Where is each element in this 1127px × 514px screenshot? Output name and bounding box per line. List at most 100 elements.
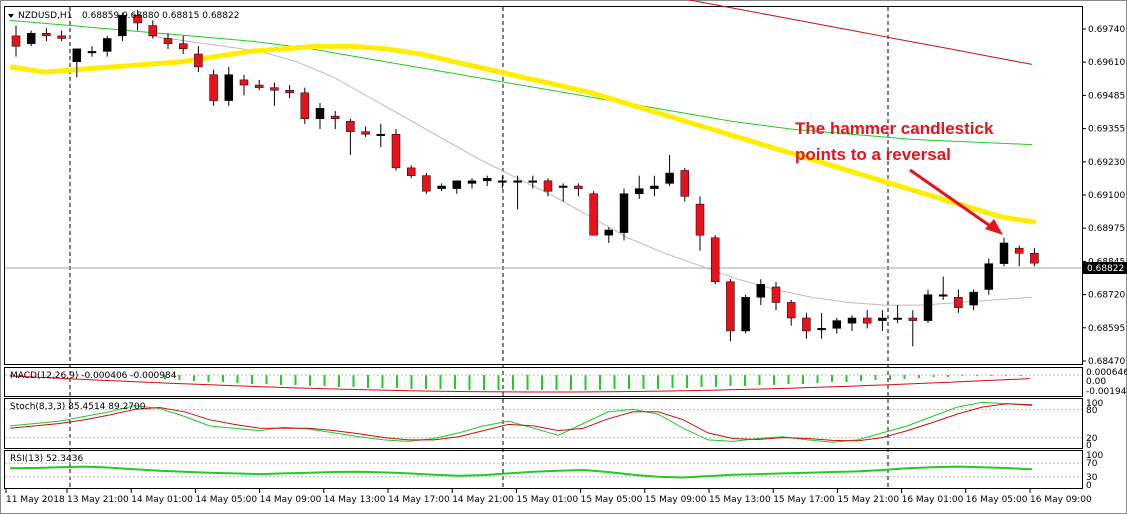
time-tick-label: 14 May 21:00 [452,495,514,505]
candle [589,191,598,236]
candle [239,74,249,96]
candle-body-bull [650,185,659,189]
rsi-tick-30: 30 [1086,473,1098,483]
candle [133,10,142,31]
macd-tick-zero: 0.00 [1086,377,1106,387]
time-tick-label: 11 May 2018 [6,495,65,505]
candle-body-bull [741,297,750,332]
rsi-line [9,465,1033,479]
candle-body-bear [786,302,796,319]
candle-body-bull [619,193,629,233]
candle-body-bull [817,328,826,331]
candle-body-bear [330,115,340,119]
candle-body-bull [969,291,978,306]
time-tick-label: 15 May 21:00 [837,495,899,505]
candle [802,312,811,339]
macd-indicator [5,374,1082,393]
candle-body-bear [209,74,218,101]
candle-body-bull [847,317,857,324]
candle [984,258,994,295]
candle [908,310,918,347]
candle [862,310,872,329]
candle-body-bear [42,33,51,37]
time-axis: 11 May 2018 13 May 21:00 14 May 01:00 14 Ma… [5,489,1092,505]
candle-body-bull [315,108,325,119]
candle [102,35,112,57]
candle [437,183,446,192]
candle-body-bull [938,294,948,297]
candle-body-bull [634,188,644,195]
candle [118,12,127,42]
main-panel [4,6,1083,365]
candle [346,118,355,155]
macd-label: MACD(12,26,9) -0.000406 -0.000984 [10,371,177,381]
candle [558,183,568,202]
ohlc-label: 0.68859 0.68880 0.68815 0.68822 [82,11,239,21]
candle [938,276,948,300]
stoch-d-line [9,403,1033,442]
candle [270,82,279,106]
rsi-indicator [5,462,1082,479]
candle [650,175,659,197]
time-tick-label: 14 May 01:00 [131,495,193,505]
current-price-value: 0.68822 [1087,264,1124,274]
candle-body-bear [270,87,279,91]
candle [87,46,97,57]
candle-body-bear [422,175,431,192]
candle [878,310,887,331]
candle-body-bull [893,317,902,320]
candle-body-bull [452,180,462,189]
ma-red-line [687,0,1033,65]
dropdown-triangle-icon[interactable] [8,14,14,18]
price-tick-label: 0.68720 [1088,291,1125,301]
time-tick-label: 14 May 17:00 [388,495,450,505]
candle-body-bear [163,38,173,44]
candle [726,279,735,342]
rsi-label: RSI(13) 52.3436 [10,454,83,464]
time-tick-label: 16 May 09:00 [1030,495,1092,505]
candle-body-bull [482,177,492,182]
ma-green-line [9,19,1033,146]
candle [710,235,720,285]
price-tick-label: 0.69100 [1088,191,1125,201]
candle [847,315,857,331]
candle-body-bear [771,286,781,303]
candle [376,123,386,148]
candle-body-bear [285,89,294,94]
candle [194,46,203,73]
candle [786,299,796,326]
candle-body-bear [300,92,310,119]
rsi-tick-100: 100 [1086,451,1103,461]
candle [482,175,492,186]
stoch-panel [4,398,1083,449]
price-tick-label: 0.68470 [1088,357,1125,367]
candle [285,85,294,98]
time-tick-label: 15 May 09:00 [645,495,707,505]
time-tick-label: 15 May 13:00 [709,495,771,505]
macd-panel [4,367,1083,397]
candle [695,196,705,251]
rsi-panel [4,450,1083,489]
candle-body-bull [72,48,82,63]
current-price-tag [1083,262,1127,274]
candles [11,10,1039,347]
candle [969,289,978,311]
candle-body-bear [695,203,705,236]
candle-body-bear [133,14,142,24]
price-tick-label: 0.69355 [1088,125,1125,135]
candle [513,175,522,210]
rsi-tick-70: 70 [1086,459,1098,469]
candle [999,237,1009,267]
candle [163,33,173,49]
candle [330,110,340,130]
stoch-tick-80: 80 [1086,406,1098,416]
candle-body-bear [346,121,355,132]
candle [72,48,82,78]
candle-body-bull [467,180,477,184]
price-tick-label: 0.68595 [1088,324,1125,334]
time-tick-label: 14 May 05:00 [195,495,257,505]
candle [604,227,614,243]
candle [315,103,325,130]
candle-body-bear [148,25,158,37]
candle-body-bear [680,170,690,197]
